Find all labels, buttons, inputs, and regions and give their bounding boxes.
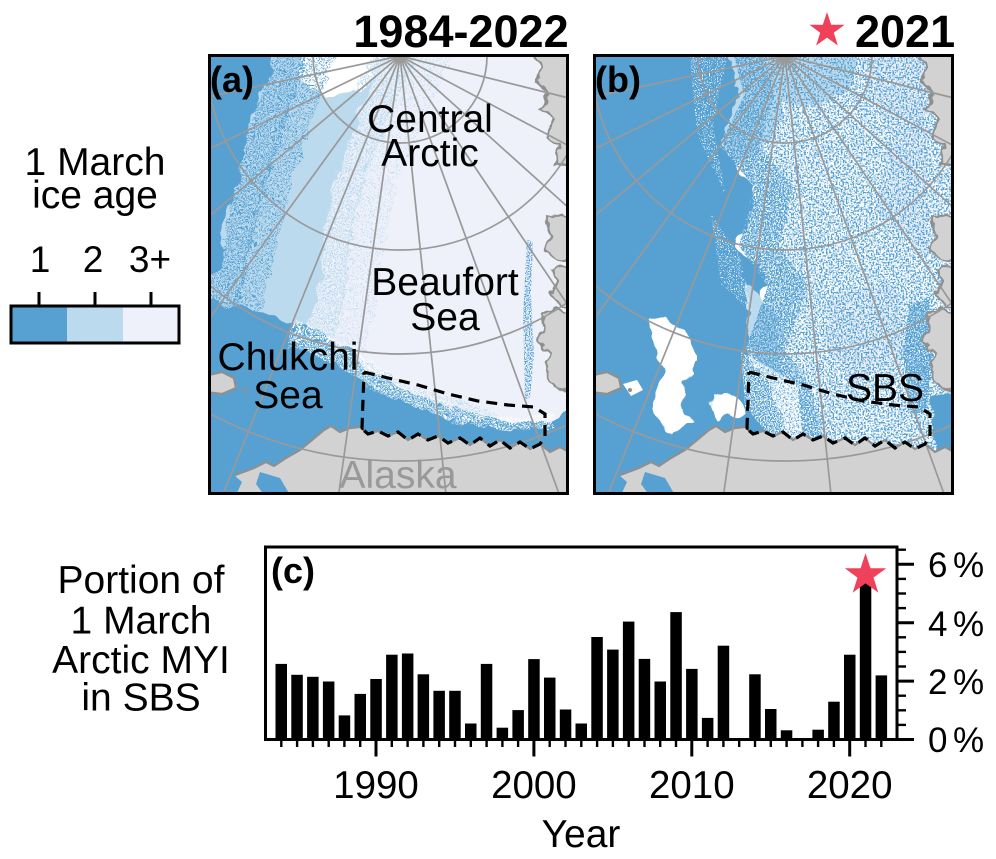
svg-text:Chukchi: Chukchi xyxy=(218,336,359,379)
svg-text:(b): (b) xyxy=(595,59,641,100)
svg-text:2020: 2020 xyxy=(807,764,893,807)
svg-text:(a): (a) xyxy=(210,59,254,100)
svg-text:Beaufort: Beaufort xyxy=(371,261,519,304)
svg-text:1 March: 1 March xyxy=(71,599,212,642)
svg-text:Alaska: Alaska xyxy=(339,454,456,497)
svg-text:2%: 2% xyxy=(928,663,990,702)
svg-text:2: 2 xyxy=(83,239,104,280)
svg-text:in SBS: in SBS xyxy=(81,677,200,720)
svg-text:Sea: Sea xyxy=(410,296,480,339)
svg-text:0%: 0% xyxy=(928,721,990,760)
svg-text:3+: 3+ xyxy=(129,239,171,280)
svg-text:1990: 1990 xyxy=(333,764,419,807)
svg-text:6%: 6% xyxy=(928,546,990,585)
svg-text:ice age: ice age xyxy=(32,174,158,217)
svg-text:2010: 2010 xyxy=(649,764,735,807)
svg-text:Year: Year xyxy=(542,813,621,856)
svg-text:4%: 4% xyxy=(928,605,990,644)
svg-text:2000: 2000 xyxy=(491,764,577,807)
svg-text:Portion of: Portion of xyxy=(58,559,225,602)
svg-text:2021: 2021 xyxy=(855,6,955,57)
svg-text:1 March: 1 March xyxy=(25,141,166,184)
svg-text:(c): (c) xyxy=(271,550,315,591)
svg-text:Arctic MYI: Arctic MYI xyxy=(52,639,230,682)
svg-text:Central: Central xyxy=(367,98,493,141)
svg-text:Sea: Sea xyxy=(253,374,323,417)
svg-text:1: 1 xyxy=(30,239,51,280)
svg-text:SBS: SBS xyxy=(846,367,924,410)
svg-text:1984-2022: 1984-2022 xyxy=(353,6,568,57)
svg-text:Arctic: Arctic xyxy=(381,132,479,175)
